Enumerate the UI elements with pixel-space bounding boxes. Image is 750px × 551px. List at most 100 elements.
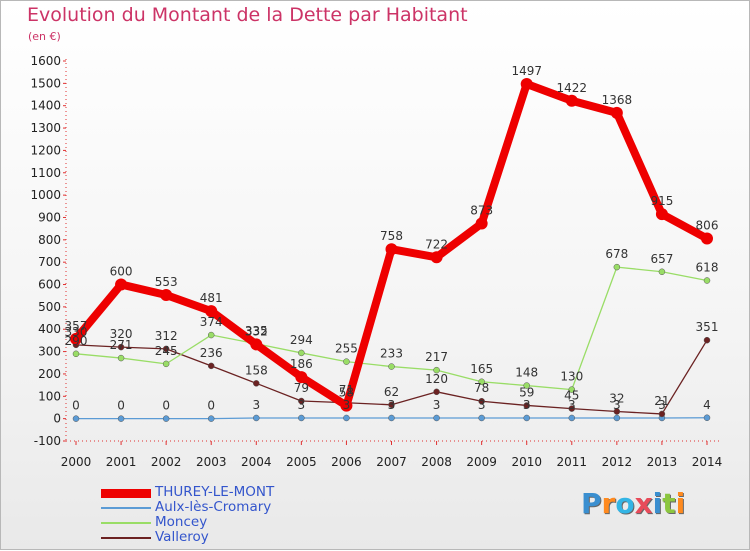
data-label-thurey-le-mont: 357: [65, 319, 88, 333]
data-label-valleroy: 330: [65, 325, 88, 339]
data-point-valleroy: [523, 402, 530, 409]
data-point-valleroy: [568, 405, 576, 412]
data-label-thurey-le-mont: 758: [380, 229, 403, 243]
data-label-aulx-les-cromary: 3: [298, 398, 306, 412]
data-label-valleroy: 78: [474, 381, 489, 395]
data-label-thurey-le-mont: 58: [339, 386, 354, 400]
data-point-thurey-le-mont: [385, 243, 398, 256]
legend-swatch-thurey-le-mont: [101, 489, 151, 498]
data-point-moncey: [207, 331, 215, 339]
data-point-thurey-le-mont: [520, 78, 533, 91]
logo-letter: r: [601, 487, 616, 520]
data-point-thurey-le-mont: [565, 94, 578, 107]
data-label-valleroy: 32: [609, 391, 624, 405]
data-point-aulx-les-cromary: [117, 415, 125, 422]
data-point-moncey: [568, 386, 576, 393]
data-label-aulx-les-cromary: 3: [433, 398, 441, 412]
data-label-valleroy: 351: [696, 320, 719, 334]
data-point-aulx-les-cromary: [253, 414, 260, 422]
data-label-thurey-le-mont: 1497: [511, 64, 542, 78]
y-tick-label: 700: [38, 255, 61, 269]
data-point-thurey-le-mont: [610, 106, 623, 119]
proxiti-logo: Proxiti: [581, 487, 685, 520]
data-point-moncey: [298, 349, 305, 357]
data-point-aulx-les-cromary: [343, 414, 350, 422]
data-label-thurey-le-mont: 915: [650, 194, 673, 208]
data-point-aulx-les-cromary: [162, 415, 170, 422]
x-tick-label: 2004: [241, 455, 272, 469]
x-tick-label: 2009: [466, 455, 497, 469]
x-tick-label: 2012: [602, 455, 633, 469]
logo-letter: P: [581, 487, 602, 520]
data-label-moncey: 335: [245, 324, 268, 338]
data-label-valleroy: 312: [155, 329, 178, 343]
data-point-moncey: [162, 360, 170, 368]
legend-label-aulx-les-cromary: Aulx-lès-Cromary: [155, 499, 272, 515]
data-label-aulx-les-cromary: 0: [162, 399, 170, 413]
y-tick-label: 1200: [30, 143, 61, 157]
data-point-aulx-les-cromary: [207, 415, 215, 422]
data-point-aulx-les-cromary: [72, 415, 80, 422]
y-tick-label: 1500: [30, 76, 61, 90]
data-label-aulx-les-cromary: 3: [388, 398, 396, 412]
data-label-aulx-les-cromary: 4: [703, 398, 711, 412]
y-tick-label: 1100: [30, 166, 61, 180]
data-point-moncey: [117, 354, 125, 362]
data-label-aulx-les-cromary: 3: [478, 398, 486, 412]
data-label-moncey: 130: [560, 370, 583, 384]
data-label-moncey: 290: [65, 334, 88, 348]
y-tick-label: 600: [38, 278, 61, 292]
y-tick-label: 800: [38, 233, 61, 247]
data-point-thurey-le-mont: [250, 338, 263, 351]
data-label-valleroy: 21: [654, 394, 669, 408]
x-tick-label: 2006: [331, 455, 362, 469]
data-label-aulx-les-cromary: 3: [658, 398, 666, 412]
logo-letter: t: [662, 487, 676, 520]
data-label-moncey: 165: [470, 362, 493, 376]
y-tick-label: 200: [38, 367, 61, 381]
data-point-valleroy: [388, 401, 395, 409]
data-point-thurey-le-mont: [430, 251, 443, 264]
y-tick-label: 900: [38, 210, 61, 224]
y-tick-label: -100: [34, 434, 61, 448]
data-label-thurey-le-mont: 332: [245, 324, 268, 338]
data-point-aulx-les-cromary: [433, 414, 440, 422]
data-label-valleroy: 320: [110, 327, 133, 341]
data-label-valleroy: 45: [564, 389, 579, 403]
legend-label-thurey-le-mont: THUREY-LE-MONT: [155, 484, 275, 500]
y-tick-label: 1300: [30, 121, 61, 135]
legend-swatch-valleroy: [101, 537, 151, 539]
data-point-thurey-le-mont: [701, 232, 713, 245]
data-point-thurey-le-mont: [655, 208, 668, 221]
data-point-valleroy: [298, 397, 305, 405]
x-tick-label: 2007: [376, 455, 407, 469]
x-tick-label: 2001: [106, 455, 137, 469]
data-point-thurey-le-mont: [70, 332, 82, 345]
data-point-valleroy: [207, 362, 215, 370]
logo-letter: i: [652, 487, 663, 520]
data-point-valleroy: [253, 380, 260, 387]
data-point-aulx-les-cromary: [298, 414, 305, 422]
data-label-moncey: 255: [335, 342, 358, 356]
x-tick-label: 2013: [647, 455, 678, 469]
data-label-aulx-les-cromary: 3: [523, 398, 531, 412]
data-label-moncey: 618: [696, 261, 719, 275]
data-label-thurey-le-mont: 722: [425, 237, 448, 251]
data-point-thurey-le-mont: [295, 371, 308, 384]
data-label-moncey: 148: [515, 366, 538, 380]
y-tick-label: 1400: [30, 99, 61, 113]
data-point-valleroy: [117, 343, 125, 351]
legend-swatch-aulx-les-cromary: [101, 507, 151, 509]
y-tick-label: 0: [53, 412, 61, 426]
data-label-moncey: 374: [200, 315, 223, 329]
data-point-moncey: [703, 277, 711, 284]
data-point-aulx-les-cromary: [388, 414, 395, 422]
logo-letter: i: [675, 487, 686, 520]
x-tick-label: 2014: [692, 455, 723, 469]
data-point-valleroy: [478, 397, 485, 405]
data-label-thurey-le-mont: 1422: [557, 81, 588, 95]
data-label-moncey: 233: [380, 347, 403, 361]
data-label-thurey-le-mont: 186: [290, 357, 313, 371]
